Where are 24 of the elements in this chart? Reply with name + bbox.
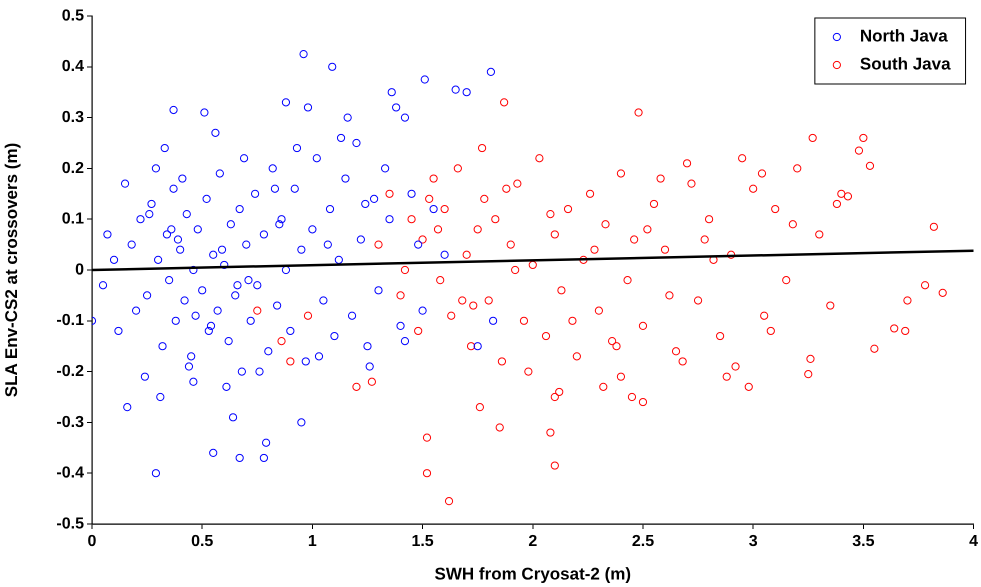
x-tick-label: 3 [748,533,758,550]
y-tick-label: 0.2 [62,160,84,177]
x-tick-label: 0.5 [191,533,214,550]
y-tick-label: 0.4 [62,58,84,76]
y-tick-label: -0.4 [56,464,84,482]
y-tick-label: 0.1 [62,210,84,228]
y-tick-label: 0.5 [62,7,84,24]
y-tick-label: 0 [75,261,84,278]
legend-label: South Java [860,54,952,74]
y-tick-label: 0.3 [62,109,84,126]
x-tick-label: 2.5 [632,533,654,550]
y-tick-label: -0.2 [56,363,84,380]
x-axis-title: SWH from Cryosat-2 (m) [434,564,632,584]
y-tick-label: -0.1 [56,312,84,330]
y-tick-label: -0.5 [56,515,84,532]
x-tick-label: 1.5 [411,533,434,550]
legend-label: North Java [860,26,948,46]
x-tick-label: 2 [528,533,538,550]
x-tick-label: 0 [88,533,97,550]
x-tick-label: 1 [308,533,317,550]
y-tick-label: -0.3 [56,414,84,431]
x-tick-label: 4 [969,533,978,550]
x-tick-label: 3.5 [852,533,875,550]
y-axis-title: SLA Env-CS2 at crossovers (m) [2,142,21,398]
